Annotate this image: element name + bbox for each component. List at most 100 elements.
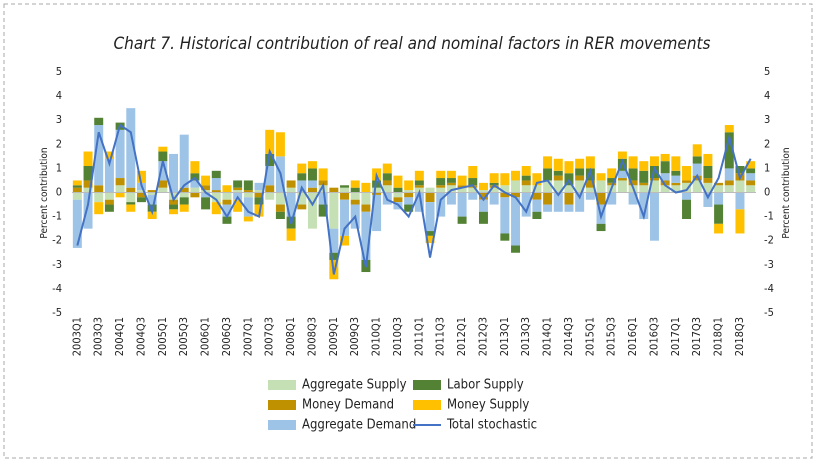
- bar-segment: [169, 209, 179, 215]
- bar-segment: [393, 192, 403, 198]
- bar-segment: [724, 180, 734, 186]
- y2-tick-label: 3: [764, 113, 770, 126]
- bar-segment: [94, 202, 104, 215]
- bar-segment: [104, 158, 114, 193]
- legend-label: Money Demand: [302, 398, 394, 413]
- bar-segment: [692, 156, 702, 164]
- bar-segment: [511, 170, 521, 181]
- x-tick-label: 2015Q3: [605, 317, 618, 356]
- y-tick-label: 0: [56, 186, 62, 199]
- y-tick-label: 1: [56, 161, 62, 174]
- bar-segment: [265, 192, 275, 200]
- bar-segment: [649, 178, 659, 181]
- bar-segment: [724, 168, 734, 181]
- bar-segment: [585, 192, 595, 200]
- bar-segment: [265, 185, 275, 193]
- bar-segment: [254, 190, 264, 193]
- bar-segment: [478, 190, 488, 193]
- x-tick-label: 2017Q1: [669, 317, 682, 356]
- bar-segment: [735, 209, 745, 234]
- bar-segment: [543, 192, 553, 205]
- bar-segment: [158, 146, 168, 152]
- bar-segment: [361, 192, 371, 205]
- bar-segment: [585, 187, 595, 193]
- bar-segment: [350, 199, 360, 205]
- chart-title: Chart 7. Historical contribution of real…: [113, 34, 710, 54]
- bar-segment: [511, 192, 521, 198]
- bar-segment: [649, 192, 659, 241]
- x-tick-label: 2003Q1: [70, 317, 83, 356]
- bar-segment: [126, 187, 136, 193]
- x-tick-label: 2014Q3: [562, 317, 575, 356]
- bar-segment: [340, 187, 350, 193]
- bar-segment: [596, 192, 606, 205]
- bar-segment: [521, 185, 531, 193]
- y-tick-label: -4: [52, 282, 62, 295]
- bar-segment: [478, 199, 488, 212]
- legend-swatch: [268, 420, 296, 430]
- bar-segment: [83, 192, 93, 229]
- y2-tick-label: -1: [764, 210, 774, 223]
- bar-segment: [532, 192, 542, 200]
- bar-segment: [446, 185, 456, 193]
- bar-segment: [478, 211, 488, 224]
- bar-segment: [297, 163, 307, 174]
- bar-segment: [436, 185, 446, 188]
- bar-segment: [115, 178, 125, 186]
- bar-segment: [714, 182, 724, 186]
- bar-segment: [404, 197, 414, 205]
- bar-segment: [671, 175, 681, 183]
- bar-segment: [104, 204, 114, 212]
- bar-segment: [671, 156, 681, 171]
- bar-segment: [179, 134, 189, 188]
- y2-tick-label: 2: [764, 137, 770, 150]
- bar-segment: [340, 192, 350, 200]
- bar-segment: [83, 180, 93, 188]
- bar-segment: [511, 245, 521, 253]
- bar-segment: [425, 235, 435, 244]
- bar-segment: [158, 187, 168, 193]
- bar-segment: [478, 192, 488, 200]
- bar-segment: [564, 185, 574, 193]
- bar-segment: [372, 194, 382, 232]
- bar-segment: [660, 185, 670, 193]
- bar-segment: [104, 151, 114, 159]
- bar-segment: [254, 192, 264, 198]
- bar-segment: [350, 192, 360, 200]
- bar-segment: [468, 192, 478, 200]
- bar-segment: [179, 192, 189, 198]
- legend-label: Total stochastic: [446, 418, 537, 433]
- bar-segment: [671, 185, 681, 193]
- x-tick-label: 2013Q1: [498, 317, 511, 356]
- bar-segment: [361, 211, 371, 260]
- bar-segment: [136, 197, 146, 203]
- bar-segment: [553, 180, 563, 193]
- bar-segment: [169, 153, 179, 193]
- bar-segment: [104, 199, 114, 205]
- y2-tick-label: 0: [764, 186, 770, 199]
- bar-segment: [201, 185, 211, 191]
- bar-segment: [575, 158, 585, 169]
- x-tick-label: 2014Q1: [541, 317, 554, 356]
- bar-segment: [94, 185, 104, 193]
- bar-segment: [489, 192, 499, 205]
- bar-segment: [190, 192, 200, 198]
- bar-segment: [617, 151, 627, 159]
- bar-segment: [543, 180, 553, 193]
- bar-segment: [136, 192, 146, 198]
- bar-segment: [521, 165, 531, 176]
- bar-segment: [382, 185, 392, 193]
- bar-segment: [500, 173, 510, 186]
- x-tick-label: 2005Q3: [177, 317, 190, 356]
- bar-segment: [265, 129, 275, 154]
- bar-segment: [275, 192, 285, 205]
- bar-segment: [714, 223, 724, 234]
- bar-segment: [307, 168, 317, 181]
- bar-segment: [735, 180, 745, 193]
- bar-segment: [468, 165, 478, 179]
- bar-segment: [72, 185, 82, 188]
- bar-segment: [532, 185, 542, 193]
- bar-segment: [94, 192, 104, 203]
- bar-segment: [254, 197, 264, 205]
- y2-tick-label: 5: [764, 65, 770, 78]
